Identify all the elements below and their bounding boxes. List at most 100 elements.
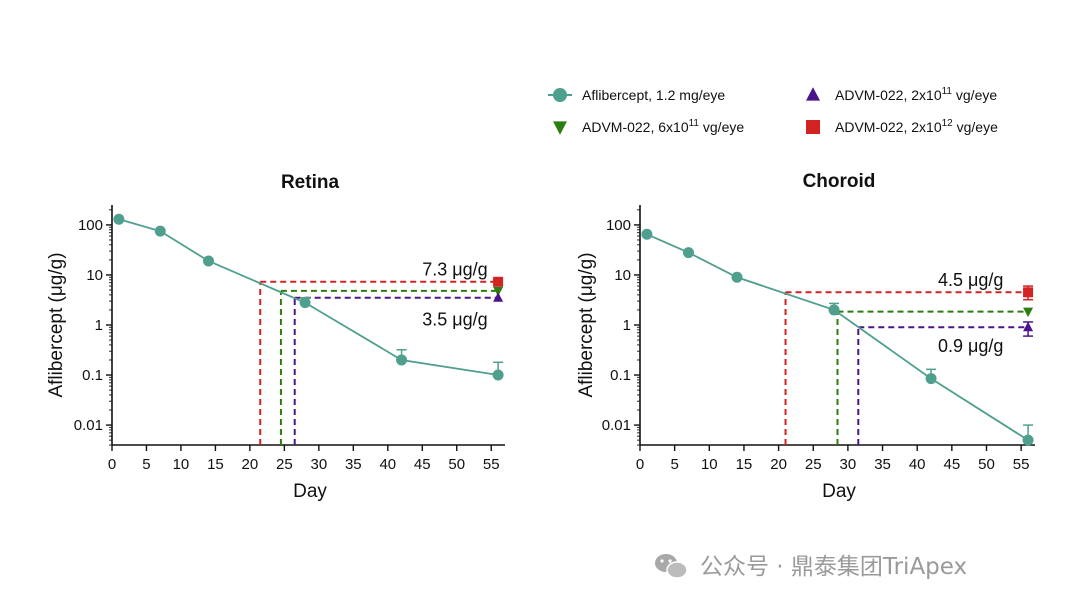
data-point (925, 373, 937, 385)
y-axis-label-part: μ (46, 285, 67, 296)
data-point (1023, 287, 1034, 298)
y-axis-label: Aflibercept (μg/g) (46, 252, 67, 397)
legend-label-part: vg/eye (699, 119, 744, 135)
value-annotation: 3.5 μg/g (422, 309, 487, 329)
legend-marker (553, 121, 567, 135)
legend-box (545, 80, 1035, 142)
legend-label: ADVM-022, 6x1011 vg/eye (582, 118, 744, 135)
x-tick-label: 15 (736, 456, 753, 473)
advm-series (1023, 285, 1034, 301)
retina-panel: Retina 0 5 10 15 20 25 30 35 40 45 50 55 0.01 0.1 1 10 10… (46, 172, 505, 502)
x-tick-label: 25 (276, 456, 293, 473)
data-point (641, 228, 653, 240)
y-tick-label: 0.01 (74, 417, 103, 434)
legend-label-part: vg/eye (952, 87, 997, 103)
x-tick-label: 5 (670, 456, 678, 473)
y-axis-label: Aflibercept (μg/g) (576, 252, 597, 397)
x-tick-label: 40 (909, 456, 926, 473)
data-point (1023, 307, 1034, 318)
data-point (493, 292, 504, 302)
legend: Aflibercept, 1.2 mg/eye ADVM-022, 2x1011 … (545, 80, 1035, 142)
data-point (493, 286, 504, 297)
y-tick-label: 1 (95, 317, 103, 334)
x-tick-label: 50 (448, 456, 465, 473)
x-tick-label: 20 (770, 456, 787, 473)
data-point (113, 213, 125, 225)
y-axis-label-part: Aflibercept ( (46, 295, 67, 397)
series-line (118, 218, 499, 376)
y-tick-label: 0.1 (82, 367, 103, 384)
legend-item: ADVM-022, 2x1011 vg/eye (806, 86, 997, 103)
x-axis-label: Day (822, 481, 856, 502)
data-point (154, 225, 166, 237)
chart-title: Choroid (803, 171, 876, 192)
data-point (492, 369, 504, 381)
advm-series (1023, 321, 1034, 337)
x-tick-label: 0 (636, 456, 644, 473)
x-tick-label: 55 (1013, 456, 1030, 473)
watermark-text: 公众号 · 鼎泰集团TriApex (700, 554, 967, 580)
wechat-icon (655, 554, 688, 579)
x-tick-label: 40 (379, 456, 396, 473)
legend-label-exponent: 11 (942, 86, 953, 97)
data-point (731, 271, 743, 283)
x-tick-label: 45 (943, 456, 960, 473)
legend-label: ADVM-022, 2x1012 vg/eye (835, 118, 998, 135)
y-tick-label: 0.01 (602, 417, 631, 434)
data-point (1023, 321, 1034, 332)
legend-label-part: ADVM-022, 2x10 (835, 87, 942, 103)
legend-item: ADVM-022, 6x1011 vg/eye (553, 118, 744, 135)
x-tick-label: 20 (242, 456, 259, 473)
x-tick-label: 15 (207, 456, 224, 473)
value-annotation: 4.5 μg/g (938, 270, 1003, 290)
y-axis-label-part: Aflibercept ( (576, 295, 597, 397)
legend-label: ADVM-022, 2x1011 vg/eye (835, 86, 997, 103)
legend-marker (553, 88, 567, 102)
data-point (828, 304, 840, 316)
legend-label-part: vg/eye (953, 119, 998, 135)
legend-label: Aflibercept, 1.2 mg/eye (582, 87, 725, 103)
watermark: 公众号 · 鼎泰集团TriApex (655, 554, 967, 580)
advm-series (493, 292, 504, 302)
y-axis-label-part: g/g) (46, 252, 67, 285)
x-tick-label: 25 (805, 456, 822, 473)
data-point (1022, 434, 1034, 446)
data-point (683, 247, 695, 259)
data-point (396, 354, 408, 366)
legend-marker (806, 87, 820, 101)
x-tick-label: 10 (173, 456, 190, 473)
advm-series (493, 276, 504, 287)
x-tick-label: 50 (978, 456, 995, 473)
value-annotation: 7.3 μg/g (422, 259, 487, 279)
aflibercept-series (641, 228, 1034, 446)
legend-label-part: ADVM-022, 2x10 (835, 119, 942, 135)
legend-marker (806, 120, 820, 134)
y-tick-label: 1 (623, 317, 631, 334)
legend-item: Aflibercept, 1.2 mg/eye (548, 87, 725, 103)
data-point (299, 297, 311, 309)
aflibercept-series (113, 213, 504, 381)
y-tick-label: 10 (614, 267, 631, 284)
chart-title: Retina (281, 172, 340, 193)
x-tick-label: 30 (840, 456, 857, 473)
y-axis-label-part: g/g) (576, 252, 597, 285)
value-annotation: 0.9 μg/g (938, 336, 1003, 356)
legend-item: ADVM-022, 2x1012 vg/eye (806, 118, 998, 135)
x-tick-label: 30 (310, 456, 327, 473)
x-tick-label: 5 (142, 456, 150, 473)
data-point (493, 276, 504, 287)
x-tick-label: 35 (345, 456, 362, 473)
choroid-panel: Choroid 0 5 10 15 20 25 30 35 40 45 50 55 0.01 0.1 1 10 1… (576, 171, 1035, 502)
y-tick-label: 10 (86, 267, 103, 284)
x-tick-label: 10 (701, 456, 718, 473)
y-tick-label: 0.1 (610, 367, 631, 384)
data-point (203, 255, 215, 267)
legend-label-exponent: 12 (942, 118, 954, 129)
series-line (646, 233, 1029, 441)
x-tick-label: 35 (874, 456, 891, 473)
y-tick-label: 100 (606, 217, 631, 234)
legend-label-exponent: 11 (689, 118, 700, 129)
y-axis-label-part: μ (576, 285, 597, 296)
x-tick-label: 45 (414, 456, 431, 473)
